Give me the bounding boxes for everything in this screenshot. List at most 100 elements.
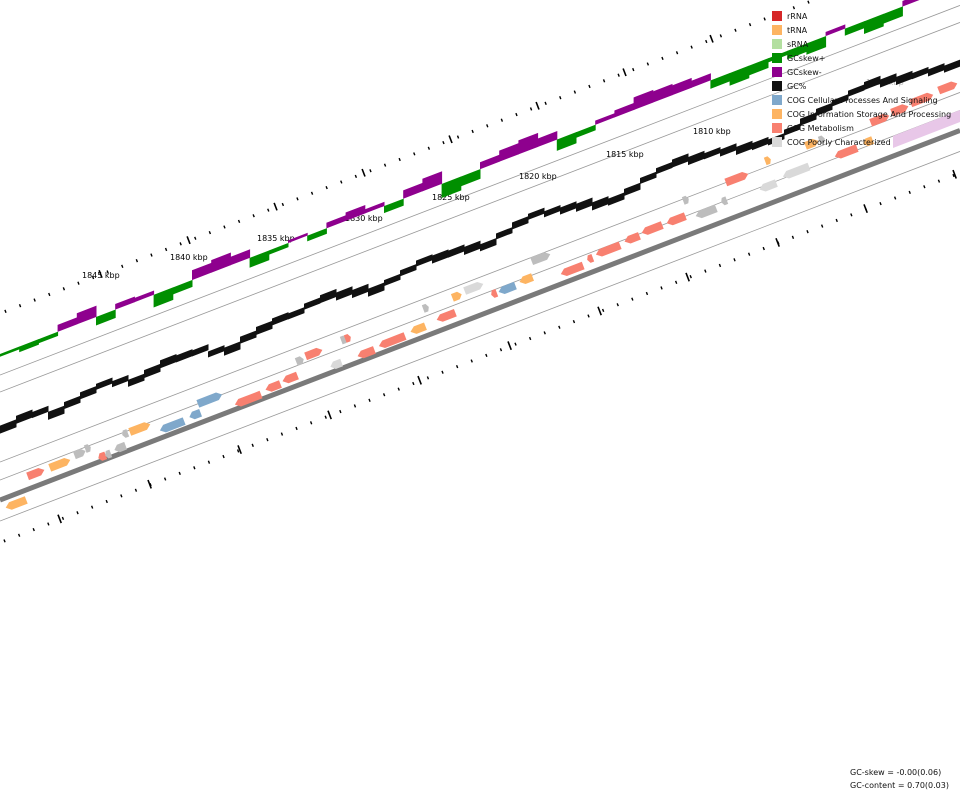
gc-content-bar [656,161,673,175]
gc-skew-faded-segment [893,110,960,148]
minor-tick [296,197,299,201]
legend-item-gcskew-neg: GCskew- [772,65,951,79]
minor-tick [339,409,342,414]
ring-line [0,92,960,463]
minor-tick [62,287,66,291]
minor-tick [499,348,503,352]
minor-tick [559,96,562,100]
minor-tick [602,79,606,83]
inner-tick-ring [3,169,957,543]
legend-swatch [772,109,782,119]
minor-tick [456,135,460,139]
minor-tick [266,438,269,442]
gc-skew-neg-bar [326,215,347,229]
gc-skew-neg-bar [192,262,212,281]
cog-feature-track [5,81,958,510]
cog-feature-arrow [721,196,729,206]
major-tick [448,135,453,144]
minor-tick [601,308,605,313]
minor-tick [340,180,343,184]
cog-feature-arrow [530,252,551,265]
legend-label: rRNA [787,11,808,21]
gc-content-bar [480,238,497,252]
gc-content-bar [144,363,161,379]
gc-skew-neg-bar [57,317,78,332]
gc-skew-pos-bar [96,309,116,326]
gc-content-bar [112,374,129,388]
legend-swatch [772,95,782,105]
gc-skew-track [0,0,960,357]
legend-label: sRNA [787,39,809,49]
cog-feature-arrow [122,429,130,438]
cog-feature-arrow [234,390,263,407]
gc-content-bar [784,123,801,136]
minor-tick [179,242,182,246]
gc-content-bar [448,244,465,258]
minor-tick [587,314,590,318]
minor-tick [32,527,35,532]
legend-label: GC% [787,81,807,91]
minor-tick [369,169,372,173]
gc-skew-pos-bar [153,287,174,308]
gc-content-bar [320,288,337,304]
legend-label: tRNA [787,25,808,35]
gc-skew-neg-bar [633,89,654,111]
minor-tick [660,286,663,290]
minor-tick [105,499,108,504]
minor-tick [631,297,634,301]
gc-content-bar [880,73,897,88]
minor-tick [309,421,313,425]
gc-content-bar [544,205,561,218]
major-tick [327,410,332,420]
cog-feature-arrow [128,422,151,436]
minor-tick [77,281,80,285]
gc-content-bar [336,286,353,301]
gc-skew-pos-bar [460,169,481,187]
minor-tick [674,280,678,284]
gc-content-bar [672,153,689,168]
gc-content-bar [416,254,433,267]
cog-feature-arrow [463,282,484,295]
gc-content-bar [192,344,209,357]
kbp-label: 1835 kbp [257,234,295,243]
gc-skew-neg-bar [403,182,423,199]
gc-content-bar [752,136,769,151]
minor-tick [471,129,474,134]
minor-tick [617,73,620,77]
cog-feature-arrow [624,232,641,244]
cog-feature-arrow [304,347,323,361]
gc-content-bar [512,216,529,230]
gc-content-bar [688,150,705,166]
minor-tick [427,146,431,150]
cog-feature-arrow [378,332,407,348]
legend-item-rrna: rRNA [772,9,951,23]
gc-content-bar [528,207,545,220]
minor-tick [690,45,693,49]
gc-skew-neg-bar [652,83,673,103]
cog-feature-arrow [265,380,282,392]
minor-tick [544,101,547,105]
minor-tick [675,51,679,55]
cog-feature-arrow [666,212,687,226]
gc-content-bar [224,341,241,356]
gc-skew-pos-bar [172,279,193,295]
ring-line [0,22,960,393]
legend-swatch [772,39,782,49]
legend-swatch [772,11,782,21]
minor-tick [164,247,168,252]
minor-tick [923,185,926,189]
gc-content-bar [560,201,577,215]
major-tick [863,204,868,214]
minor-tick [952,173,955,178]
minor-tick [121,264,124,268]
minor-tick [807,0,810,4]
minor-tick [616,303,619,307]
minor-tick [734,28,737,32]
minor-tick [733,258,736,262]
cog-feature-arrow [641,221,664,235]
minor-tick [937,179,941,183]
cog-feature-arrow [724,172,749,187]
minor-tick [661,56,664,60]
major-tick [57,514,62,524]
